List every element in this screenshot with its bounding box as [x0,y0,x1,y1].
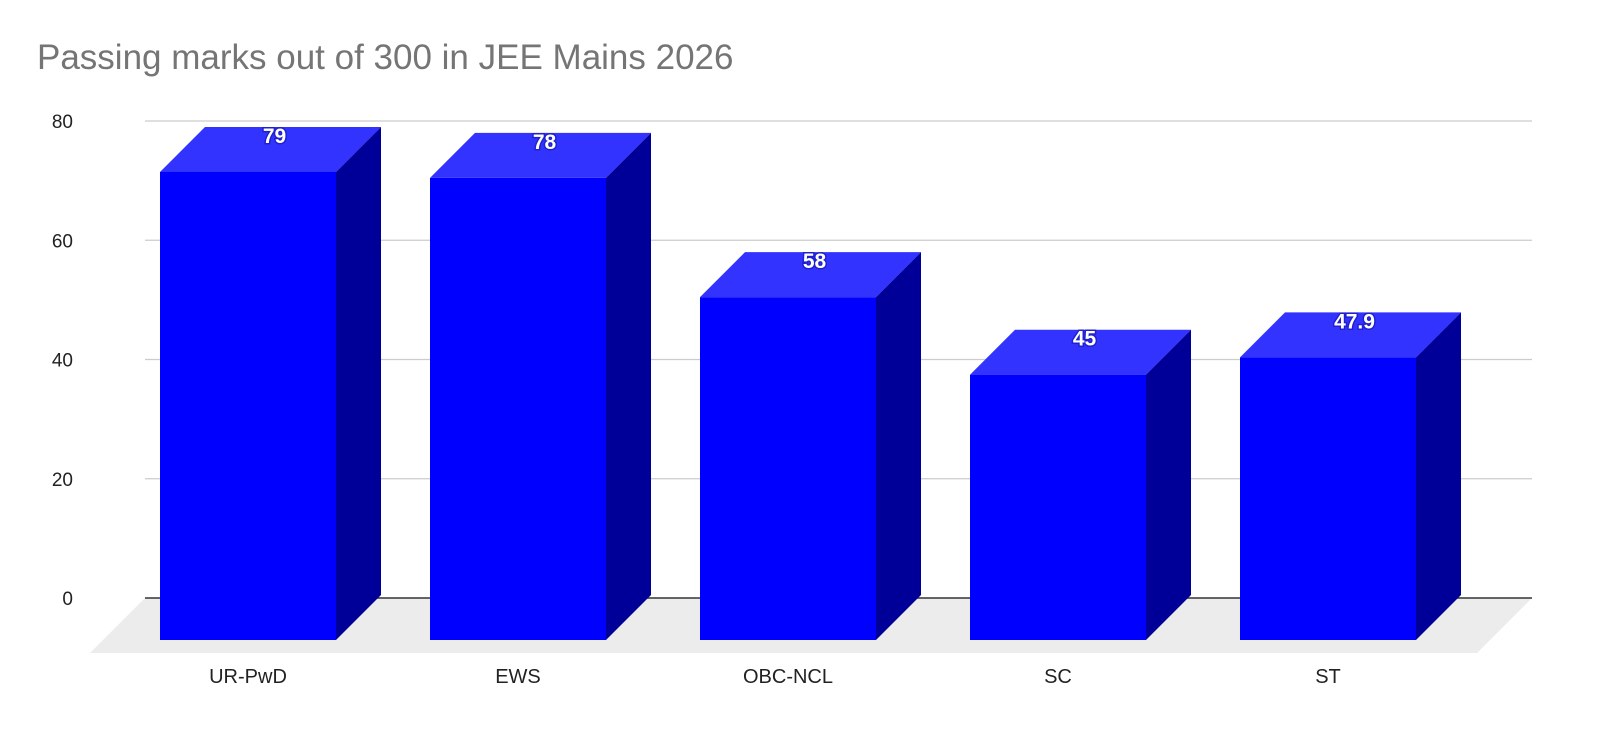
y-tick-label: 60 [52,231,73,252]
bar-ur-pwd [160,171,336,640]
y-tick-label: 20 [52,470,73,491]
bar-side-face [606,132,651,641]
x-tick-label: EWS [495,666,541,688]
bar-side-face [336,126,381,640]
bar-obc-ncl [700,297,876,640]
chart-title: Passing marks out of 300 in JEE Mains 20… [37,38,734,77]
y-tick-label: 0 [62,589,73,610]
data-label: 78 [533,131,557,154]
data-label: 45 [1073,328,1097,351]
bar-top-face [970,329,1191,375]
bar-st [1240,357,1416,640]
x-tick-label: SC [1044,666,1072,688]
bar-sc [970,374,1146,640]
data-label: 47.9 [1334,310,1375,333]
bar-top-face [430,132,651,178]
bar-top-face [160,126,381,172]
bar-side-face [1146,329,1191,640]
bar-top-face [1240,312,1461,358]
bar-ews [430,177,606,641]
y-tick-label: 40 [52,351,73,372]
x-tick-label: OBC-NCL [743,666,833,688]
data-label: 58 [803,250,827,273]
x-tick-label: ST [1315,666,1341,688]
x-tick-label: UR-PwD [209,666,287,688]
data-label: 79 [263,125,286,148]
bar-top-face [700,252,921,298]
bar-side-face [876,252,921,641]
bar-side-face [1416,312,1461,640]
y-tick-label: 80 [52,112,73,133]
